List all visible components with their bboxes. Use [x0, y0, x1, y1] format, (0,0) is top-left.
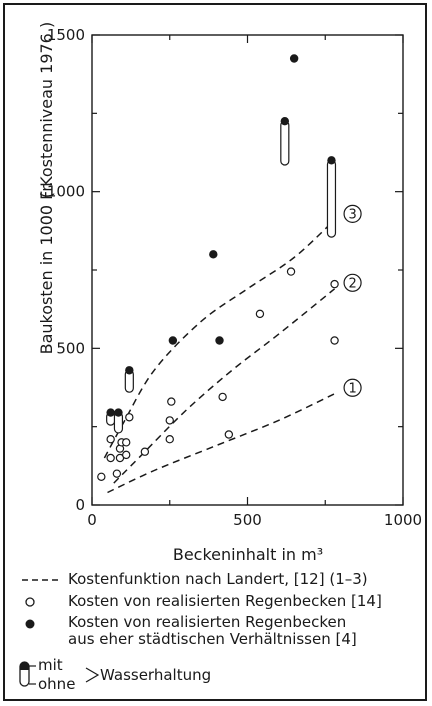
range-bars	[106, 120, 337, 434]
filled-point	[106, 408, 115, 417]
filled-point	[289, 54, 299, 63]
filled-point	[125, 366, 134, 375]
cost-curve-1	[107, 393, 335, 494]
filled-point	[327, 156, 336, 165]
y-axis-note: ( Kostenniveau 1976 )	[37, 22, 56, 198]
y-tick-label: 1000	[47, 183, 85, 201]
figure-frame	[3, 3, 427, 701]
axis-tick-labels: 0 500 1000 0 500 1000 1500	[47, 26, 422, 529]
open-point	[112, 469, 122, 478]
y-tick-label: 1500	[47, 26, 85, 44]
legend-dashed-label: Kostenfunktion nach Landert, [12] (1–3)	[68, 570, 368, 588]
plot-border	[91, 34, 404, 506]
y-tick-label: 500	[56, 339, 85, 357]
legend-mit-label: mit	[38, 656, 63, 674]
range-bar	[280, 120, 290, 166]
open-point	[140, 447, 150, 456]
y-tick-label: 0	[75, 496, 85, 514]
range-bar	[326, 159, 337, 238]
filled-point	[215, 336, 224, 345]
open-point	[165, 435, 174, 444]
curve-labels: 1 2 3	[343, 204, 362, 397]
curve-label-2: 2	[348, 276, 356, 291]
open-point	[224, 430, 234, 439]
x-tick-label: 1000	[384, 511, 422, 529]
x-tick-label: 500	[233, 511, 262, 529]
filled-point	[209, 250, 218, 259]
legend-wasserhaltung-label: Wasserhaltung	[100, 666, 212, 684]
open-point	[255, 309, 265, 319]
cost-curve-3	[103, 219, 336, 459]
open-point	[218, 392, 227, 402]
legend-filled-label-1: Kosten von realisierten Regenbecken	[68, 613, 347, 631]
data-points	[97, 54, 339, 481]
filled-point	[114, 408, 123, 417]
curve-label-3: 3	[348, 207, 356, 222]
curve-label-circle-1	[343, 378, 362, 397]
plot-frame	[91, 34, 404, 506]
filled-point	[168, 336, 178, 345]
open-point	[106, 453, 115, 463]
open-point	[125, 413, 134, 422]
legend-symbols	[19, 579, 100, 687]
legend-ohne-label: ohne	[38, 675, 76, 693]
y-axis-title: Baukosten in 1000 Fr.	[37, 182, 56, 355]
x-axis-title: Beckeninhalt in m³	[173, 545, 323, 564]
legend-filled-label-2: aus eher städtischen Verhältnissen [4]	[68, 630, 357, 648]
legend-open-label: Kosten von realisierten Regenbecken [14]	[68, 592, 382, 610]
open-point	[122, 450, 131, 460]
open-point	[330, 279, 339, 289]
cost-curve-2	[113, 288, 336, 484]
curve-label-circle-3	[343, 204, 362, 223]
open-point	[286, 267, 296, 276]
cost-curves	[103, 219, 336, 494]
curve-label-circle-2	[343, 273, 362, 292]
axis-ticks	[91, 34, 404, 506]
open-point	[97, 472, 106, 481]
open-point	[330, 336, 339, 345]
legend-open-marker	[25, 597, 35, 607]
open-point	[165, 416, 174, 425]
open-point	[106, 435, 115, 444]
filled-point	[280, 116, 290, 126]
x-tick-label: 0	[87, 511, 97, 529]
legend-filled-marker	[25, 619, 35, 629]
curve-label-1: 1	[348, 381, 356, 396]
legend-range-symbol	[19, 661, 100, 687]
open-point	[122, 438, 131, 447]
open-point	[167, 397, 176, 406]
